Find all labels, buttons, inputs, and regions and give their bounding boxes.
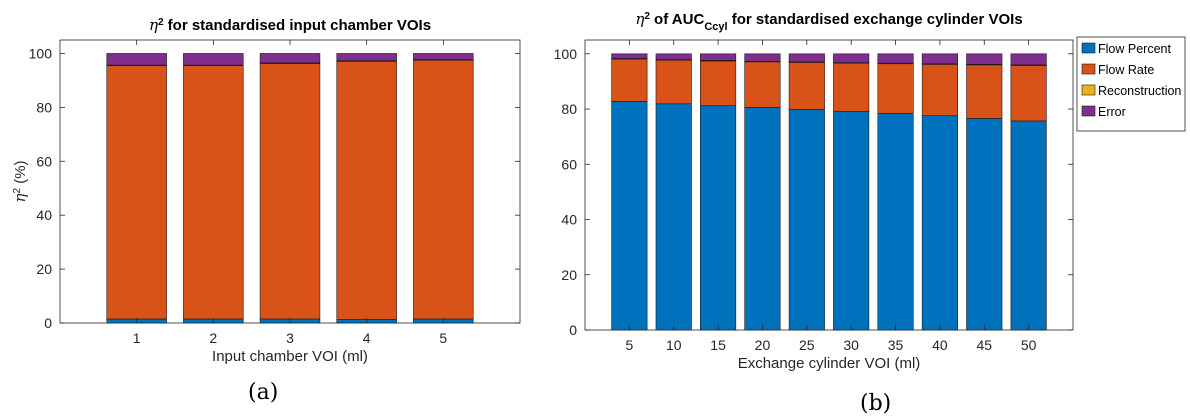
x-tick-label: 45 bbox=[976, 337, 992, 353]
x-tick-label: 4 bbox=[363, 330, 371, 346]
y-axis-label: η2 (%) bbox=[11, 160, 29, 202]
bar-flow-rate bbox=[966, 64, 1003, 119]
x-tick-label: 15 bbox=[710, 337, 726, 353]
chart-a: 0 20 40 60 80 100 1 2 3 4 5 Input chamber VOI (ml) η… bbox=[11, 16, 521, 365]
x-tick-label: 1 bbox=[133, 330, 141, 346]
bar-flow-rate bbox=[106, 65, 167, 320]
bar-flow-rate bbox=[259, 63, 321, 320]
bar-flow-percent bbox=[788, 109, 825, 331]
x-tick-label: 40 bbox=[932, 337, 948, 353]
legend-label: Reconstruction bbox=[1098, 84, 1181, 98]
bar-error bbox=[336, 53, 397, 62]
chart-b: 0 20 40 60 80 100 5 10 15 20 25 30 35 40 45 50 Exchange … bbox=[554, 10, 1186, 372]
x-tick-label: 2 bbox=[209, 330, 217, 346]
legend-label: Error bbox=[1098, 105, 1126, 119]
y-tick-label: 100 bbox=[554, 46, 578, 62]
bar-error bbox=[921, 53, 958, 65]
bar-error bbox=[744, 53, 781, 62]
bar-flow-percent bbox=[921, 115, 958, 331]
y-tick-label: 100 bbox=[29, 45, 53, 61]
x-tick-label: 50 bbox=[1021, 337, 1037, 353]
bar-flow-rate bbox=[744, 61, 781, 108]
legend: Flow Percent Flow Rate Reconstruction Error bbox=[1076, 36, 1186, 132]
bar-flow-rate bbox=[877, 63, 914, 114]
x-tick-label: 3 bbox=[286, 330, 294, 346]
bar-error bbox=[833, 53, 870, 63]
bar-flow-percent bbox=[877, 113, 914, 331]
legend-label: Flow Percent bbox=[1098, 42, 1171, 56]
caption-a: (a) bbox=[248, 380, 279, 405]
chart-title: η2 of AUCCcyl for standardised exchange … bbox=[635, 10, 1022, 33]
y-tick-label: 20 bbox=[561, 267, 577, 283]
bar-error bbox=[106, 53, 167, 66]
bar-flow-rate bbox=[336, 60, 397, 320]
bar-error bbox=[259, 53, 321, 64]
y-tick-label: 80 bbox=[36, 99, 52, 115]
bar-flow-percent bbox=[966, 118, 1003, 331]
bar-flow-percent bbox=[611, 101, 648, 331]
legend-swatch-error bbox=[1081, 105, 1096, 117]
bar-flow-rate bbox=[833, 62, 870, 112]
bar-flow-percent bbox=[1010, 120, 1047, 331]
x-tick-label: 10 bbox=[666, 337, 682, 353]
bar-flow-percent bbox=[833, 110, 870, 331]
bar-flow-percent bbox=[655, 103, 692, 331]
bar-flow-rate bbox=[921, 64, 958, 116]
x-tick-label: 5 bbox=[439, 330, 447, 346]
bar-flow-rate bbox=[788, 62, 825, 110]
bar-flow-percent bbox=[744, 107, 781, 331]
bar-flow-rate bbox=[1010, 65, 1047, 122]
y-tick-label: 60 bbox=[561, 156, 577, 172]
bar-flow-percent bbox=[700, 105, 737, 331]
y-tick-label: 0 bbox=[569, 322, 577, 338]
x-tick-label: 25 bbox=[799, 337, 815, 353]
legend-swatch-flow-rate bbox=[1081, 63, 1096, 75]
y-tick-label: 80 bbox=[561, 101, 577, 117]
y-tick-label: 20 bbox=[36, 261, 52, 277]
x-tick-label: 35 bbox=[888, 337, 904, 353]
bar-error bbox=[1010, 53, 1047, 66]
legend-label: Flow Rate bbox=[1098, 63, 1154, 77]
x-axis-label: Input chamber VOI (ml) bbox=[212, 348, 368, 365]
bar-error bbox=[877, 53, 914, 64]
y-tick-label: 0 bbox=[44, 315, 52, 331]
bar-error bbox=[611, 53, 648, 59]
legend-swatch-reconstruction bbox=[1081, 84, 1096, 96]
bar-error bbox=[413, 53, 474, 60]
chart-title: η2 for standardised input chamber VOIs bbox=[149, 16, 431, 34]
bar-error bbox=[788, 53, 825, 63]
bar-flow-rate bbox=[183, 65, 244, 320]
x-tick-label: 5 bbox=[625, 337, 633, 353]
bar-flow-rate bbox=[700, 60, 737, 107]
bar-error bbox=[700, 53, 737, 61]
y-tick-label: 60 bbox=[36, 153, 52, 169]
legend-swatch-flow-percent bbox=[1081, 42, 1096, 54]
x-axis-label: Exchange cylinder VOI (ml) bbox=[738, 355, 921, 372]
bar-error bbox=[966, 53, 1003, 65]
bar-flow-rate bbox=[655, 59, 692, 105]
y-tick-label: 40 bbox=[36, 207, 52, 223]
x-tick-label: 20 bbox=[755, 337, 771, 353]
y-tick-label: 40 bbox=[561, 212, 577, 228]
caption-b: (b) bbox=[860, 391, 892, 416]
bar-error bbox=[183, 53, 244, 66]
bar-flow-rate bbox=[611, 58, 648, 102]
bar-error bbox=[655, 53, 692, 60]
bar-flow-rate bbox=[413, 59, 474, 320]
x-tick-label: 30 bbox=[843, 337, 859, 353]
